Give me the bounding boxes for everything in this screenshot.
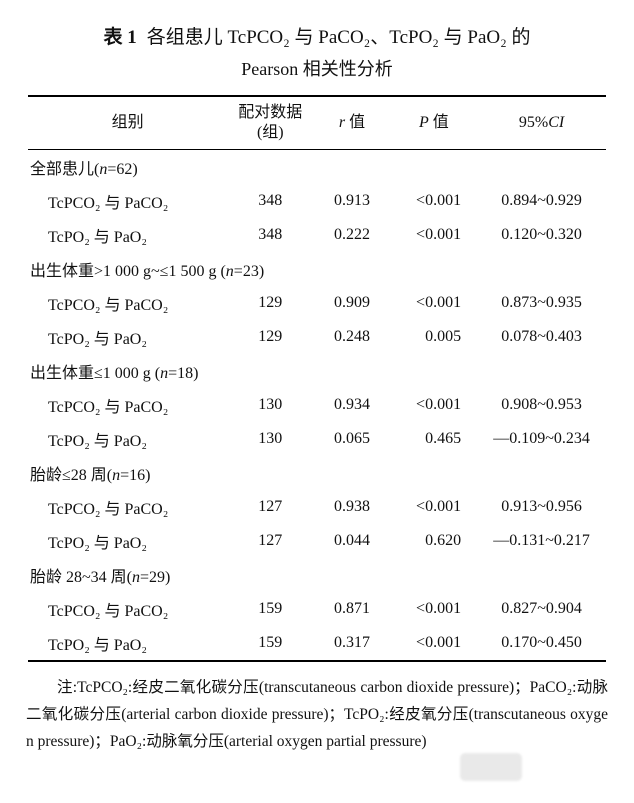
paired-count: 130 [258, 429, 283, 447]
p-value: <0.001 [416, 225, 462, 243]
col-header-group: 组别 [28, 95, 228, 150]
p-value: 0.005 [425, 327, 462, 345]
group-header: 胎龄 28~34 周(n=29) [30, 568, 171, 586]
table-row: TcPO₂ 与 PaO₂ 130 0.065 0.465 —0.109~0.23… [28, 422, 606, 456]
ci-value: 0.170~0.450 [501, 633, 582, 651]
p-symbol: P [419, 113, 429, 131]
header-row: 组别 配对数据 (组) r 值 P 值 95%CI [28, 95, 606, 150]
paired-count: 129 [258, 327, 283, 345]
group-row: 出生体重≤1 000 g (n=18) [28, 354, 606, 388]
table-row: TcPCO₂ 与 PaCO₂ 130 0.934 <0.001 0.908~0.… [28, 388, 606, 422]
table-row: TcPCO₂ 与 PaCO₂ 348 0.913 <0.001 0.894~0.… [28, 184, 606, 218]
ci-value: 0.078~0.403 [501, 327, 582, 345]
ci-value: 0.120~0.320 [501, 225, 582, 243]
table-page: 表 1 各组患儿 TcPCO₂ 与 PaCO₂、TcPO₂ 与 PaO₂ 的 Pe… [26, 22, 608, 751]
group-row: 胎龄≤28 周(n=16) [28, 456, 606, 490]
table-row: TcPO₂ 与 PaO₂ 129 0.248 0.005 0.078~0.403 [28, 320, 606, 354]
table-title: 表 1 各组患儿 TcPCO₂ 与 PaCO₂、TcPO₂ 与 PaO₂ 的 Pe… [26, 22, 608, 85]
r-value: 0.934 [334, 395, 371, 413]
table-header: 组别 配对数据 (组) r 值 P 值 95%CI [28, 95, 606, 150]
r-value: 0.938 [334, 497, 371, 515]
col-header-paired-data-line1: 配对数据 [238, 103, 303, 121]
table-row: TcPCO₂ 与 PaCO₂ 159 0.871 <0.001 0.827~0.… [28, 592, 606, 626]
ci-value: 0.873~0.935 [501, 293, 582, 311]
paired-count: 127 [258, 531, 283, 549]
table-footnote: 注:TcPCO₂:经皮二氧化碳分压(transcutaneous carbon … [26, 678, 608, 751]
pair-label: TcPO₂ 与 PaO₂ [48, 534, 147, 552]
paired-count: 127 [258, 497, 283, 515]
table-row: TcPO₂ 与 PaO₂ 348 0.222 <0.001 0.120~0.32… [28, 218, 606, 252]
p-value: <0.001 [416, 633, 462, 651]
r-value: 0.248 [334, 327, 371, 345]
table-row: TcPCO₂ 与 PaCO₂ 127 0.938 <0.001 0.913~0.… [28, 490, 606, 524]
p-value: <0.001 [416, 497, 462, 515]
pair-label: TcPCO₂ 与 PaCO₂ [48, 602, 169, 620]
table-title-text: 各组患儿 TcPCO₂ 与 PaCO₂、TcPO₂ 与 PaO₂ 的 [146, 27, 531, 48]
table-number-label: 表 1 [103, 27, 137, 48]
correlation-table: 组别 配对数据 (组) r 值 P 值 95%CI 全部患儿(n=62) TcP… [28, 94, 606, 662]
watermark [460, 753, 522, 781]
pair-label: TcPCO₂ 与 PaCO₂ [48, 194, 169, 212]
pair-label: TcPO₂ 与 PaO₂ [48, 636, 147, 654]
table-row: TcPCO₂ 与 PaCO₂ 129 0.909 <0.001 0.873~0.… [28, 286, 606, 320]
group-header: 出生体重>1 000 g~≤1 500 g (n=23) [30, 262, 265, 280]
p-value: 0.465 [425, 429, 462, 447]
r-value: 0.871 [334, 599, 371, 617]
ci-value: —0.131~0.217 [493, 531, 590, 549]
p-value: 0.620 [425, 531, 462, 549]
paired-count: 159 [258, 599, 283, 617]
paired-count: 129 [258, 293, 283, 311]
ci-value: 0.913~0.956 [501, 497, 582, 515]
pair-label: TcPO₂ 与 PaO₂ [48, 330, 147, 348]
col-header-ci: 95%CI [477, 95, 606, 150]
ci-symbol: CI [548, 113, 565, 131]
pair-label: TcPCO₂ 与 PaCO₂ [48, 500, 169, 518]
table-title-line1: 表 1 各组患儿 TcPCO₂ 与 PaCO₂、TcPO₂ 与 PaO₂ 的 [26, 22, 608, 54]
group-header: 全部患儿(n=62) [30, 160, 138, 178]
col-header-r: r 值 [313, 95, 391, 150]
p-value: <0.001 [416, 191, 462, 209]
ci-value: —0.109~0.234 [493, 429, 590, 447]
r-symbol: r [338, 113, 346, 131]
paired-count: 348 [258, 191, 283, 209]
pair-label: TcPO₂ 与 PaO₂ [48, 432, 147, 450]
r-value: 0.317 [334, 633, 371, 651]
ci-value: 0.894~0.929 [501, 191, 582, 209]
group-header: 出生体重≤1 000 g (n=18) [30, 364, 199, 382]
paired-count: 130 [258, 395, 283, 413]
p-value: <0.001 [416, 293, 462, 311]
r-value: 0.222 [334, 225, 371, 243]
col-header-paired-data: 配对数据 (组) [227, 95, 314, 150]
table-body: 全部患儿(n=62) TcPCO₂ 与 PaCO₂ 348 0.913 <0.0… [28, 149, 606, 661]
p-label: 值 [428, 113, 449, 131]
r-value: 0.044 [334, 531, 371, 549]
paired-count: 159 [258, 633, 283, 651]
col-header-p: P 值 [390, 95, 478, 150]
table-row: TcPO₂ 与 PaO₂ 127 0.044 0.620 —0.131~0.21… [28, 524, 606, 558]
group-row: 胎龄 28~34 周(n=29) [28, 558, 606, 592]
pair-label: TcPCO₂ 与 PaCO₂ [48, 296, 169, 314]
table-title-line2: Pearson 相关性分析 [241, 59, 393, 80]
ci-prefix: 95% [518, 113, 549, 131]
group-row: 出生体重>1 000 g~≤1 500 g (n=23) [28, 252, 606, 286]
p-value: <0.001 [416, 599, 462, 617]
r-label: 值 [345, 113, 366, 131]
group-header: 胎龄≤28 周(n=16) [30, 466, 151, 484]
r-value: 0.065 [334, 429, 371, 447]
paired-count: 348 [258, 225, 283, 243]
pair-label: TcPO₂ 与 PaO₂ [48, 228, 147, 246]
p-value: <0.001 [416, 395, 462, 413]
r-value: 0.909 [334, 293, 371, 311]
table-row: TcPO₂ 与 PaO₂ 159 0.317 <0.001 0.170~0.45… [28, 626, 606, 661]
group-row: 全部患儿(n=62) [28, 149, 606, 184]
r-value: 0.913 [334, 191, 371, 209]
col-header-paired-data-line2: (组) [256, 123, 284, 141]
pair-label: TcPCO₂ 与 PaCO₂ [48, 398, 169, 416]
ci-value: 0.827~0.904 [501, 599, 582, 617]
ci-value: 0.908~0.953 [501, 395, 582, 413]
